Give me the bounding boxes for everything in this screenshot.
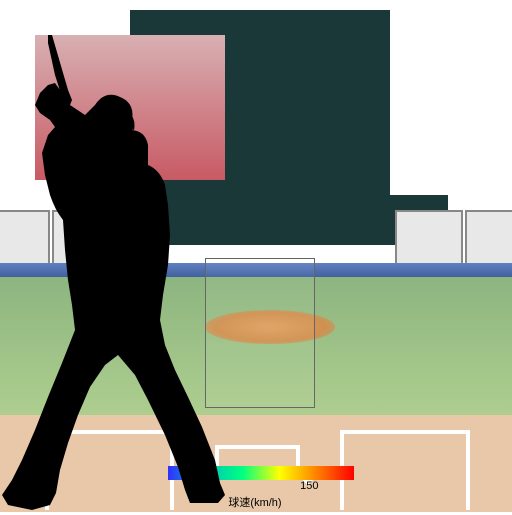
stand-section [465,210,512,270]
batter-box-line [340,430,470,434]
legend-tick-label: 150 [300,480,318,492]
batter-silhouette-icon [0,35,230,515]
stand-section [395,210,463,270]
batter-box-line [466,430,470,510]
legend-label: 球速(km/h) [228,494,281,510]
baseball-scene: 100150 球速(km/h) [0,0,512,512]
